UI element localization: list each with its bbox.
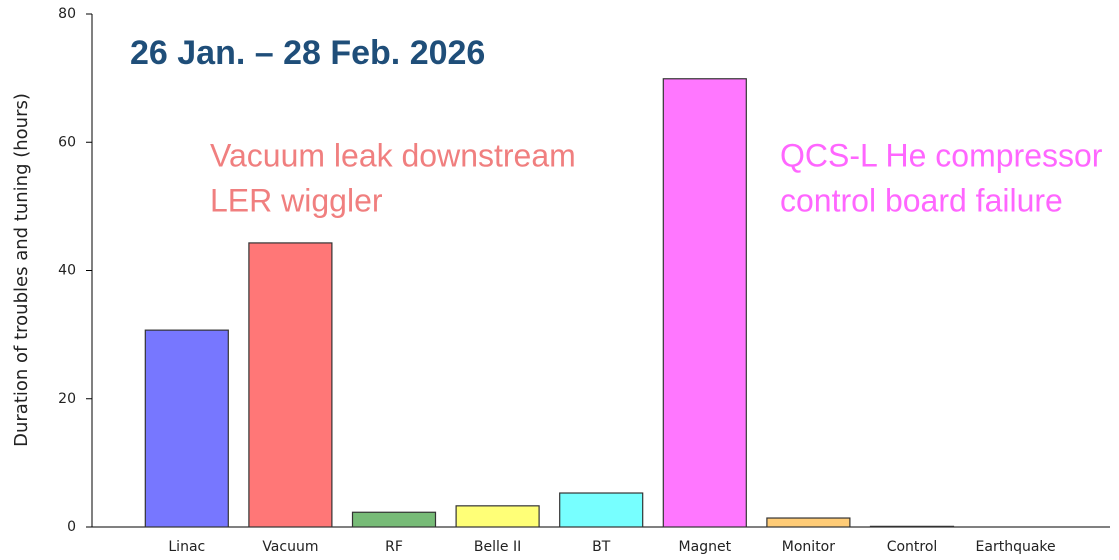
y-tick-label: 40 (58, 263, 76, 279)
x-tick-label: Belle II (474, 539, 521, 555)
bar (455, 505, 540, 528)
annotation: QCS-L He compressor (780, 137, 1103, 173)
y-tick-label: 20 (58, 391, 76, 407)
bar (144, 329, 229, 528)
x-tick-label: Linac (168, 539, 205, 555)
bar (351, 511, 437, 528)
bar (766, 517, 851, 528)
annotation: control board failure (780, 182, 1063, 218)
x-tick-label: Magnet (679, 539, 732, 555)
bar (248, 242, 333, 528)
y-axis-label: Duration of troubles and tuning (hours) (11, 93, 32, 447)
y-tick-label: 80 (58, 6, 76, 22)
x-tick-label: Monitor (782, 539, 835, 555)
y-tick-label: 0 (67, 519, 76, 535)
bar (869, 525, 955, 528)
x-tick-label: BT (592, 539, 611, 555)
y-tick-label: 60 (58, 134, 76, 150)
x-tick-label: RF (385, 539, 403, 555)
annotation: Vacuum leak downstream (210, 137, 576, 173)
bar (662, 78, 747, 528)
bar (559, 492, 644, 528)
x-tick-label: Control (887, 539, 938, 555)
chart-title: 26 Jan. – 28 Feb. 2026 (130, 34, 485, 72)
x-tick-label: Vacuum (262, 539, 318, 555)
annotation: LER wiggler (210, 182, 383, 218)
x-tick-label: Earthquake (976, 539, 1056, 555)
